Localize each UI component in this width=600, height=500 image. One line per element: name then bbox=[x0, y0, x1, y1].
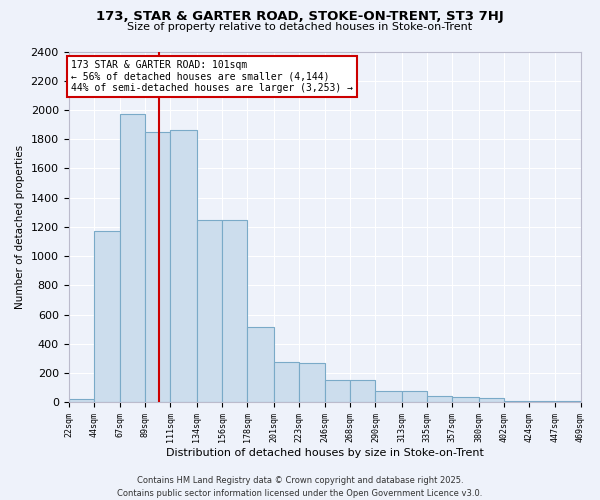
Bar bbox=[427, 396, 452, 402]
Text: Contains HM Land Registry data © Crown copyright and database right 2025.
Contai: Contains HM Land Registry data © Crown c… bbox=[118, 476, 482, 498]
Bar bbox=[145, 132, 170, 402]
Bar bbox=[376, 390, 402, 402]
Bar bbox=[350, 380, 376, 402]
Y-axis label: Number of detached properties: Number of detached properties bbox=[15, 145, 25, 309]
Bar bbox=[94, 231, 120, 402]
Bar bbox=[170, 130, 197, 402]
Bar bbox=[222, 220, 247, 402]
X-axis label: Distribution of detached houses by size in Stoke-on-Trent: Distribution of detached houses by size … bbox=[166, 448, 484, 458]
Text: Size of property relative to detached houses in Stoke-on-Trent: Size of property relative to detached ho… bbox=[127, 22, 473, 32]
Bar bbox=[68, 400, 94, 402]
Text: 173, STAR & GARTER ROAD, STOKE-ON-TRENT, ST3 7HJ: 173, STAR & GARTER ROAD, STOKE-ON-TRENT,… bbox=[96, 10, 504, 23]
Bar bbox=[325, 380, 350, 402]
Bar bbox=[402, 390, 427, 402]
Bar bbox=[299, 363, 325, 402]
Bar bbox=[479, 398, 504, 402]
Bar bbox=[274, 362, 299, 402]
Text: 173 STAR & GARTER ROAD: 101sqm
← 56% of detached houses are smaller (4,144)
44% : 173 STAR & GARTER ROAD: 101sqm ← 56% of … bbox=[71, 60, 353, 94]
Bar bbox=[452, 397, 479, 402]
Bar bbox=[197, 220, 222, 402]
Bar bbox=[247, 327, 274, 402]
Bar bbox=[504, 401, 529, 402]
Bar bbox=[120, 114, 145, 402]
